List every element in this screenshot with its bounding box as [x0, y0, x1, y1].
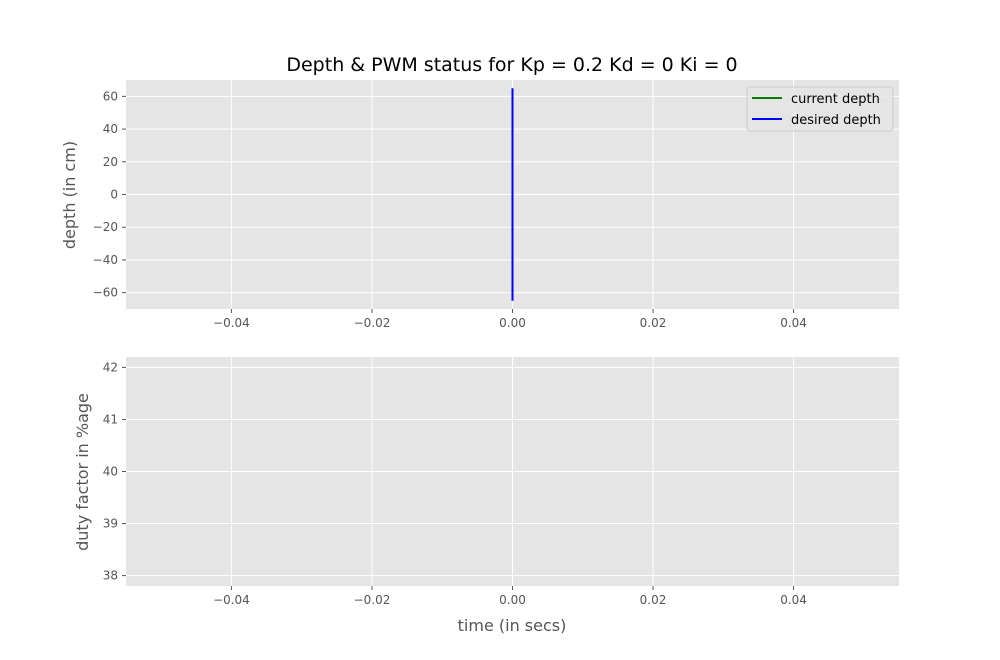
- depth-y-tick-label: 60: [103, 89, 118, 103]
- depth-x-tick-label: 0.00: [499, 316, 526, 330]
- duty-x-tick-label: 0.02: [640, 593, 667, 607]
- legend-label-current-depth: current depth: [791, 92, 880, 107]
- duty-x-tick-label: 0.00: [499, 593, 526, 607]
- legend: current depth desired depth: [746, 86, 894, 132]
- duty-y-axis-label: duty factor in %age: [73, 393, 92, 551]
- duty-subplot: −0.04 −0.02 0.00 0.02 0.04 42 41 40 39 38 duty f…: [73, 357, 899, 635]
- duty-x-tick-label: −0.02: [354, 593, 391, 607]
- depth-y-axis-label: depth (in cm): [60, 141, 79, 249]
- legend-label-desired-depth: desired depth: [791, 113, 881, 128]
- depth-x-tick-label: 0.04: [780, 316, 807, 330]
- duty-y-tick-label: 38: [103, 569, 118, 583]
- duty-x-tick-label: −0.04: [213, 593, 250, 607]
- depth-subplot: Depth & PWM status for Kp = 0.2 Kd = 0 K…: [60, 54, 899, 330]
- depth-x-tick-label: −0.04: [213, 316, 250, 330]
- duty-y-tick-label: 40: [103, 465, 118, 479]
- depth-x-tick-label: −0.02: [354, 316, 391, 330]
- duty-y-tick-label: 39: [103, 517, 118, 531]
- duty-x-ticks: −0.04 −0.02 0.00 0.02 0.04: [213, 586, 807, 607]
- depth-x-ticks: −0.04 −0.02 0.00 0.02 0.04: [213, 309, 807, 330]
- depth-y-tick-label: −60: [93, 286, 118, 300]
- depth-y-tick-label: 40: [103, 122, 118, 136]
- depth-x-tick-label: 0.02: [640, 316, 667, 330]
- x-axis-label: time (in secs): [458, 616, 567, 635]
- depth-y-tick-label: −20: [93, 220, 118, 234]
- duty-grid: [126, 357, 899, 586]
- chart-title: Depth & PWM status for Kp = 0.2 Kd = 0 K…: [286, 54, 737, 76]
- legend-box: [746, 86, 894, 132]
- duty-y-tick-label: 41: [103, 412, 118, 426]
- depth-y-tick-label: 0: [110, 188, 118, 202]
- depth-y-tick-label: −40: [93, 253, 118, 267]
- depth-y-ticks: 60 40 20 0 −20 −40 −60: [93, 89, 126, 300]
- duty-y-tick-label: 42: [103, 360, 118, 374]
- depth-y-tick-label: 20: [103, 155, 118, 169]
- duty-y-ticks: 42 41 40 39 38: [103, 360, 126, 583]
- duty-x-tick-label: 0.04: [780, 593, 807, 607]
